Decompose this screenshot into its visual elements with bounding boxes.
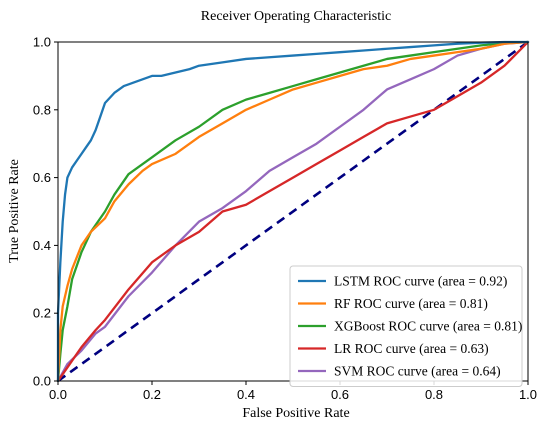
curves-layer <box>56 40 530 383</box>
y-tick-label: 1.0 <box>33 35 51 50</box>
x-tick-label: 0.0 <box>49 387 67 402</box>
reference-diagonal-line <box>57 40 529 383</box>
x-tick-label: 1.0 <box>519 387 537 402</box>
x-tick-label: 0.4 <box>237 387 255 402</box>
series-line-3 <box>56 40 530 383</box>
y-axis-label: True Positive Rate <box>7 159 22 263</box>
series-line-4 <box>56 40 530 383</box>
legend-entry-3: LR ROC curve (area = 0.63) <box>334 341 489 356</box>
legend-entry-0: LSTM ROC curve (area = 0.92) <box>334 274 507 289</box>
y-tick-label: 0.2 <box>33 306 51 321</box>
y-tick-label: 0.4 <box>33 238 51 253</box>
y-tick-label: 0.0 <box>33 374 51 389</box>
y-tick-label: 0.8 <box>33 102 51 117</box>
chart-title: Receiver Operating Characteristic <box>201 9 391 24</box>
legend-box <box>289 265 523 387</box>
y-axis-ticks: 0.0 0.2 0.4 0.6 0.8 1.0 <box>33 35 58 389</box>
legend-entry-4: SVM ROC curve (area = 0.64) <box>334 364 501 379</box>
x-axis-ticks: 0.0 0.2 0.4 0.6 0.8 1.0 <box>49 381 537 402</box>
x-tick-label: 0.8 <box>425 387 443 402</box>
x-tick-label: 0.6 <box>331 387 349 402</box>
legend-entry-2: XGBoost ROC curve (area = 0.81) <box>334 319 522 334</box>
series-line-1 <box>56 40 530 383</box>
series-line-0 <box>56 40 530 383</box>
y-tick-label: 0.6 <box>33 170 51 185</box>
legend: LSTM ROC curve (area = 0.92) RF ROC curve… <box>289 265 523 387</box>
x-tick-label: 0.2 <box>143 387 161 402</box>
series-line-2 <box>56 40 530 383</box>
legend-entry-1: RF ROC curve (area = 0.81) <box>334 296 488 311</box>
x-axis-label: False Positive Rate <box>242 406 349 421</box>
